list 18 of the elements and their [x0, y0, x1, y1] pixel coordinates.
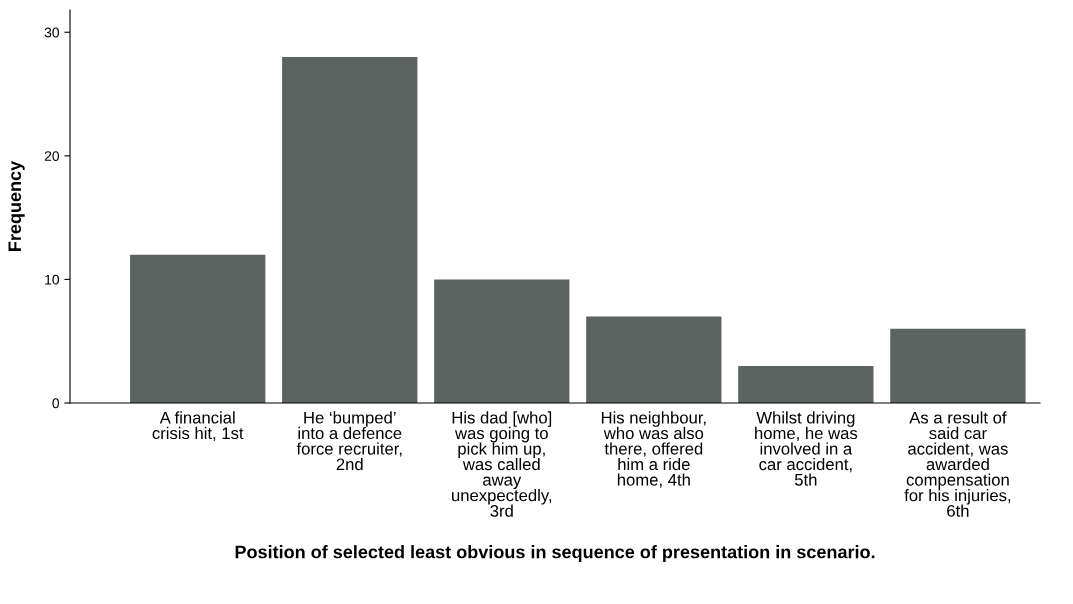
- x-tick-label: Whilst driving home, he was involved in a car accident, 5th: [755, 411, 858, 486]
- bar: [586, 316, 722, 403]
- y-tick-label: 10: [45, 274, 60, 285]
- x-tick-label: His neighbour, who was also there, offered him a ride home, 4th: [601, 411, 706, 488]
- y-axis-title: Frequency: [8, 160, 25, 251]
- x-tick-label: His dad [who] was going to pick him up, was called away unexpectedly, 3rd: [452, 411, 552, 517]
- bar: [738, 365, 874, 403]
- x-tick-label: A financial crisis hit, 1st: [152, 411, 244, 442]
- bar: [282, 56, 418, 403]
- bar: [130, 254, 266, 403]
- x-tick-label: As a result of said car accident, was awarded compensation for his injuries, 6th: [904, 411, 1011, 517]
- x-tick-label: He ‘bumped’ into a defence force recruiter, 2nd: [296, 411, 402, 471]
- x-axis-title: Position of selected least obvious in sequence of presentation in scenario.: [235, 545, 875, 562]
- bar: [890, 328, 1026, 403]
- y-tick-label: 30: [44, 27, 60, 38]
- y-tick-label: 0: [52, 398, 60, 409]
- bar: [434, 279, 570, 403]
- y-tick-label: 20: [44, 151, 60, 161]
